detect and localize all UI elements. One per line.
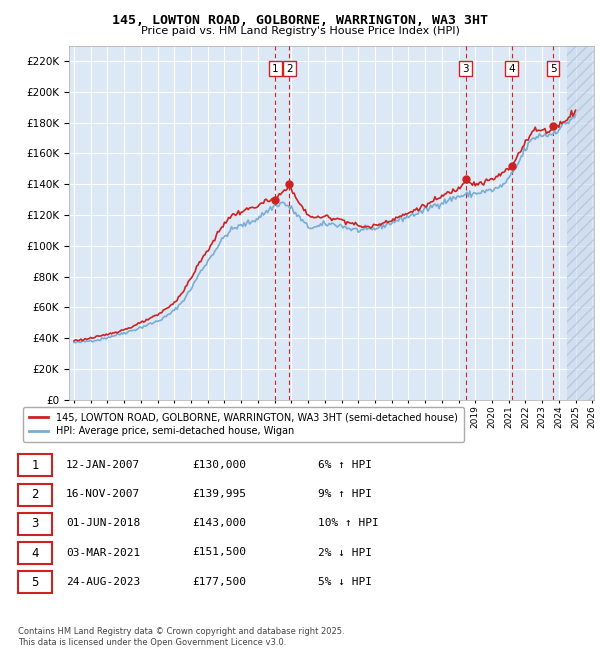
Text: 145, LOWTON ROAD, GOLBORNE, WARRINGTON, WA3 3HT: 145, LOWTON ROAD, GOLBORNE, WARRINGTON, … (112, 14, 488, 27)
Text: 4: 4 (31, 547, 39, 560)
Text: £139,995: £139,995 (192, 489, 246, 499)
Text: 6% ↑ HPI: 6% ↑ HPI (318, 460, 372, 470)
Text: 5% ↓ HPI: 5% ↓ HPI (318, 577, 372, 587)
Text: 16-NOV-2007: 16-NOV-2007 (66, 489, 140, 499)
Text: £130,000: £130,000 (192, 460, 246, 470)
Legend: 145, LOWTON ROAD, GOLBORNE, WARRINGTON, WA3 3HT (semi-detached house), HPI: Aver: 145, LOWTON ROAD, GOLBORNE, WARRINGTON, … (23, 406, 464, 442)
Text: 12-JAN-2007: 12-JAN-2007 (66, 460, 140, 470)
Text: 9% ↑ HPI: 9% ↑ HPI (318, 489, 372, 499)
Text: £143,000: £143,000 (192, 518, 246, 528)
Text: 5: 5 (31, 576, 39, 589)
Text: 2: 2 (31, 488, 39, 501)
Text: Price paid vs. HM Land Registry's House Price Index (HPI): Price paid vs. HM Land Registry's House … (140, 26, 460, 36)
Text: 01-JUN-2018: 01-JUN-2018 (66, 518, 140, 528)
Text: 3: 3 (462, 64, 469, 73)
Text: 24-AUG-2023: 24-AUG-2023 (66, 577, 140, 587)
Text: 2: 2 (286, 64, 293, 73)
Text: 5: 5 (550, 64, 556, 73)
Text: Contains HM Land Registry data © Crown copyright and database right 2025.
This d: Contains HM Land Registry data © Crown c… (18, 627, 344, 647)
Text: 10% ↑ HPI: 10% ↑ HPI (318, 518, 379, 528)
Text: 1: 1 (272, 64, 278, 73)
Text: £151,500: £151,500 (192, 547, 246, 558)
Text: 4: 4 (508, 64, 515, 73)
Text: 3: 3 (31, 517, 39, 530)
Text: 1: 1 (31, 459, 39, 472)
Bar (567, 46, 600, 400)
Text: £177,500: £177,500 (192, 577, 246, 587)
Text: 03-MAR-2021: 03-MAR-2021 (66, 547, 140, 558)
Text: 2% ↓ HPI: 2% ↓ HPI (318, 547, 372, 558)
